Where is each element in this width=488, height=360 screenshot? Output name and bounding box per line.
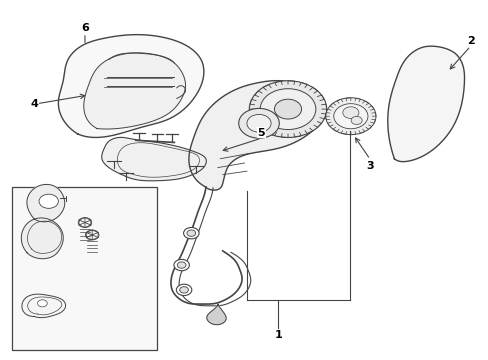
- Text: 2: 2: [466, 36, 474, 46]
- Polygon shape: [58, 35, 203, 138]
- Polygon shape: [83, 53, 185, 129]
- Polygon shape: [22, 294, 65, 318]
- Polygon shape: [21, 218, 63, 259]
- Text: 1: 1: [274, 329, 282, 339]
- Circle shape: [325, 98, 375, 135]
- Circle shape: [186, 230, 195, 237]
- Circle shape: [174, 260, 189, 271]
- Circle shape: [249, 81, 326, 138]
- Bar: [12, 187, 157, 350]
- Polygon shape: [102, 138, 206, 181]
- Circle shape: [260, 89, 315, 130]
- Polygon shape: [27, 184, 64, 222]
- Circle shape: [342, 107, 358, 118]
- Polygon shape: [206, 304, 226, 325]
- Circle shape: [274, 99, 301, 119]
- Text: 6: 6: [81, 23, 89, 33]
- Circle shape: [246, 114, 270, 132]
- Circle shape: [176, 284, 191, 296]
- Circle shape: [238, 108, 279, 138]
- Polygon shape: [387, 46, 464, 162]
- Circle shape: [180, 287, 188, 293]
- Text: 5: 5: [257, 128, 264, 138]
- Circle shape: [183, 228, 199, 239]
- Circle shape: [39, 194, 58, 208]
- Circle shape: [333, 104, 367, 129]
- Text: 3: 3: [366, 161, 373, 171]
- Circle shape: [38, 300, 47, 307]
- Circle shape: [350, 116, 362, 125]
- Polygon shape: [188, 81, 322, 190]
- Circle shape: [177, 262, 185, 268]
- Text: 4: 4: [30, 99, 38, 109]
